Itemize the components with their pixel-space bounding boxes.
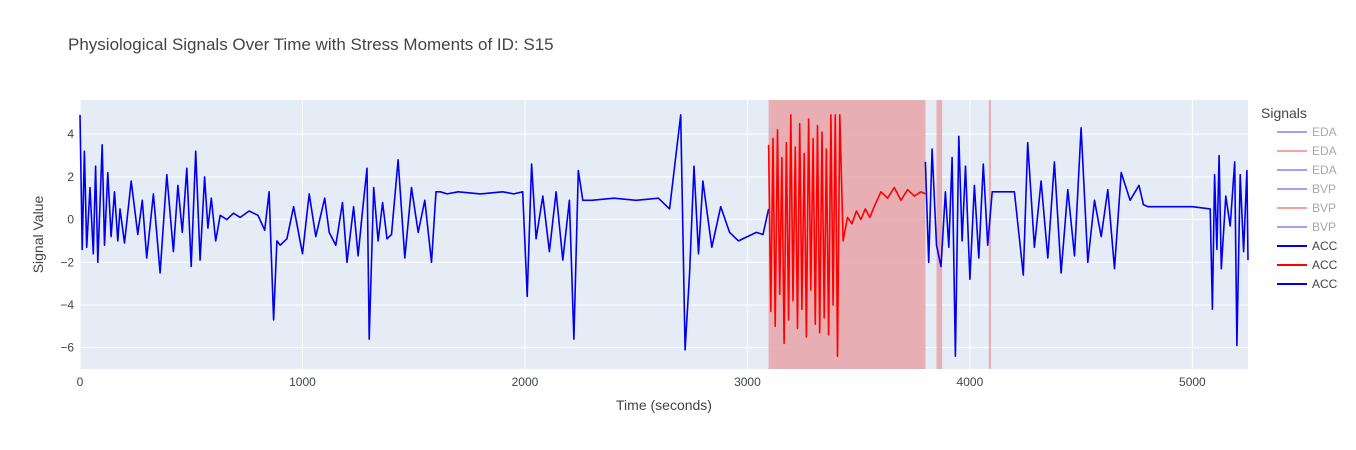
legend-item-label[interactable]: BVP (1312, 220, 1336, 234)
chart-title: Physiological Signals Over Time with Str… (68, 35, 554, 54)
x-tick-label: 4000 (957, 375, 984, 389)
series-line-acc (79, 114, 770, 351)
legend-item-label[interactable]: BVP (1312, 182, 1336, 196)
legend-item-label[interactable]: ACC (1312, 239, 1338, 253)
legend-item-label[interactable]: BVP (1312, 201, 1336, 215)
x-tick-label: 0 (77, 375, 84, 389)
x-tick-label: 2000 (512, 375, 539, 389)
y-tick-label: −4 (60, 298, 74, 312)
legend-item-label[interactable]: ACC (1312, 258, 1338, 272)
x-tick-label: 5000 (1179, 375, 1206, 389)
legend-item-label[interactable]: EDA (1312, 144, 1337, 158)
plot-area[interactable] (80, 100, 1248, 369)
series-lines (79, 114, 1249, 357)
stress-region (988, 100, 992, 369)
x-axis-title: Time (seconds) (616, 397, 712, 413)
series-line-acc (924, 127, 1249, 357)
y-tick-label: −2 (60, 255, 74, 269)
stress-region (936, 100, 943, 369)
x-tick-label: 1000 (289, 375, 316, 389)
y-tick-label: 2 (67, 170, 74, 184)
y-tick-label: 4 (67, 127, 74, 141)
y-axis-title: Signal Value (30, 196, 46, 274)
tick-labels: 0 1000 2000 3000 4000 5000 −6 −4 −2 0 2 4 (60, 127, 1206, 389)
y-tick-label: −6 (60, 341, 74, 355)
legend-item-label[interactable]: ACC (1312, 277, 1338, 291)
legend-item-label[interactable]: EDA (1312, 163, 1337, 177)
legend[interactable]: Signals EDA EDA EDA BVP BVP BVP ACC ACC ACC (1261, 105, 1338, 291)
legend-title: Signals (1261, 105, 1307, 121)
series-line-acc (767, 114, 926, 357)
legend-item-label[interactable]: EDA (1312, 125, 1337, 139)
x-tick-label: 3000 (734, 375, 761, 389)
y-tick-label: 0 (67, 213, 74, 227)
